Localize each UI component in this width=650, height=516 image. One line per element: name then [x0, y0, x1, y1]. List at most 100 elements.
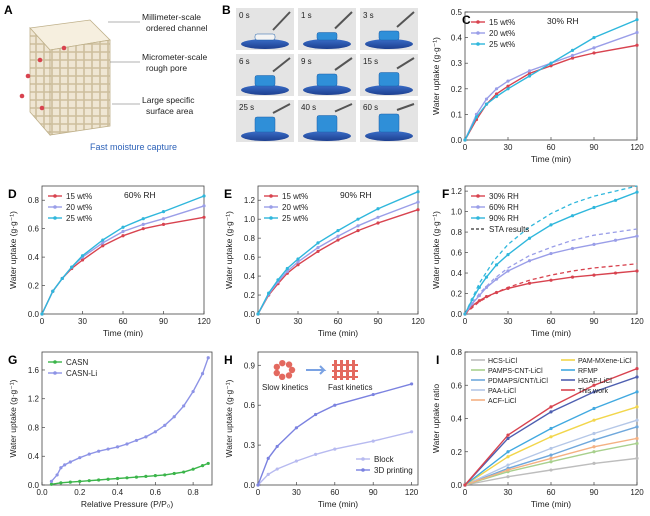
data-point	[276, 278, 280, 282]
photo-frame: 6 s	[236, 54, 294, 96]
legend-marker	[361, 468, 365, 472]
x-tick-label: 60	[334, 317, 343, 326]
legend-marker	[269, 205, 273, 209]
y-tick-label: 0.6	[244, 253, 256, 262]
data-point	[134, 475, 139, 479]
data-point	[549, 456, 553, 460]
data-point	[87, 479, 91, 483]
chart-e: E 0 30 60 90 120 0.0 0.2 0.4 0.6 0.8 1.0 1.2 Time (mi…	[224, 185, 425, 338]
sample	[316, 115, 338, 133]
series-line	[464, 235, 638, 315]
data-point	[527, 74, 532, 78]
data-point	[68, 480, 72, 484]
data-point	[484, 97, 489, 101]
data-point	[470, 302, 474, 306]
data-point	[477, 299, 481, 303]
data-point	[635, 30, 639, 35]
data-point	[134, 438, 139, 443]
dish	[303, 39, 351, 49]
data-point	[80, 254, 85, 258]
panel-letter: I	[436, 353, 439, 367]
chart-d: D 0 30 60 90 120 0.0 0.2 0.4 0.6 0.8 Time (min) Wate…	[8, 185, 211, 338]
legend-label: 15 wt%	[489, 18, 515, 27]
tweezers	[396, 57, 415, 70]
legend-label: PAA-LiCl	[488, 388, 516, 395]
photo-frame: 40 s	[298, 100, 356, 142]
data-point	[125, 476, 129, 480]
chart-h: H 0 30 60 90 120 0.0 0.3 0.6 0.9 Time (min) Water u…	[224, 351, 419, 509]
y-tick-label: 0.2	[451, 290, 463, 299]
y-tick-label: 0.2	[28, 282, 40, 291]
y-tick-label: 0.3	[451, 59, 463, 68]
data-point	[592, 450, 596, 454]
y-tick-label: 0.8	[451, 228, 463, 237]
x-tick-label: 120	[630, 488, 644, 497]
x-tick-label: 60	[547, 143, 556, 152]
data-point	[153, 430, 157, 434]
label-rough-pore: rough pore	[146, 63, 187, 73]
data-point	[635, 18, 639, 22]
data-point	[570, 56, 575, 60]
x-tick-label: 90	[159, 317, 168, 326]
tweezers	[334, 57, 353, 71]
data-point	[592, 36, 596, 40]
data-point	[506, 436, 510, 441]
data-point	[570, 53, 575, 58]
data-point	[613, 198, 618, 202]
data-point	[101, 244, 105, 248]
chart-f: F 0 30 60 90 120 0.0 0.2 0.4 0.6 0.8 1.0 1.2 Time (mi…	[431, 185, 644, 338]
series-line	[257, 431, 412, 486]
y-tick-label: 0.4	[28, 253, 40, 262]
x-tick-label: 60	[330, 488, 339, 497]
y-tick-label: 0.8	[244, 234, 256, 243]
frame-time-label: 25 s	[239, 103, 254, 112]
chart-title: 90% RH	[340, 190, 372, 200]
data-point	[63, 463, 67, 467]
y-axis-label: Water uptake (g·g⁻¹)	[431, 211, 441, 289]
chart-c: C 0 30 60 90 120 0.0 0.1 0.2 0.3 0.4 0.5 Time (min) W…	[431, 8, 644, 164]
y-tick-label: 1.2	[28, 395, 40, 404]
panel-b: B 0 s 1 s 3 s 6 s 9 s 15 s 25 s 40 s 60 s	[222, 3, 418, 142]
y-axis-label: Water uptake (g·g⁻¹)	[224, 379, 234, 457]
tweezers	[272, 103, 291, 114]
cluster-dot	[288, 366, 296, 374]
data-point	[592, 438, 596, 442]
y-tick-label: 0.0	[451, 310, 463, 319]
y-tick-label: 0.6	[244, 401, 256, 410]
data-point	[314, 452, 318, 457]
legend-label: PDMAPS/CNT/LiCl	[488, 378, 548, 385]
data-point	[549, 446, 553, 451]
data-point	[506, 253, 510, 257]
series-line	[464, 185, 638, 315]
data-point	[97, 478, 101, 482]
x-tick-label: 120	[197, 317, 211, 326]
data-point	[474, 115, 479, 119]
data-point	[191, 467, 195, 471]
photo-frame: 60 s	[360, 100, 418, 142]
data-point	[55, 473, 59, 477]
legend-label: 20 wt%	[66, 203, 92, 212]
data-point	[506, 455, 510, 459]
data-point	[356, 228, 360, 233]
dish	[365, 85, 413, 95]
data-point	[336, 238, 340, 242]
data-point	[206, 461, 210, 466]
data-point	[494, 277, 499, 281]
legend-label: PAMPS-CNT-LiCl	[488, 368, 543, 375]
cluster-dot	[273, 369, 280, 377]
series-line	[464, 19, 638, 141]
legend-marker	[269, 216, 273, 220]
y-tick-label: 0.4	[451, 34, 463, 43]
photo-frame: 0 s	[236, 8, 294, 50]
data-point	[494, 87, 499, 91]
y-tick-label: 0.8	[451, 348, 463, 357]
data-point	[484, 294, 489, 299]
y-tick-label: 0.4	[244, 272, 256, 281]
y-tick-label: 0.4	[451, 269, 463, 278]
legend-marker	[476, 194, 480, 198]
legend-label: This work	[578, 388, 608, 395]
photo-frame: 9 s	[298, 54, 356, 96]
tweezers	[272, 11, 291, 31]
x-axis-label: Time (min)	[531, 154, 571, 164]
